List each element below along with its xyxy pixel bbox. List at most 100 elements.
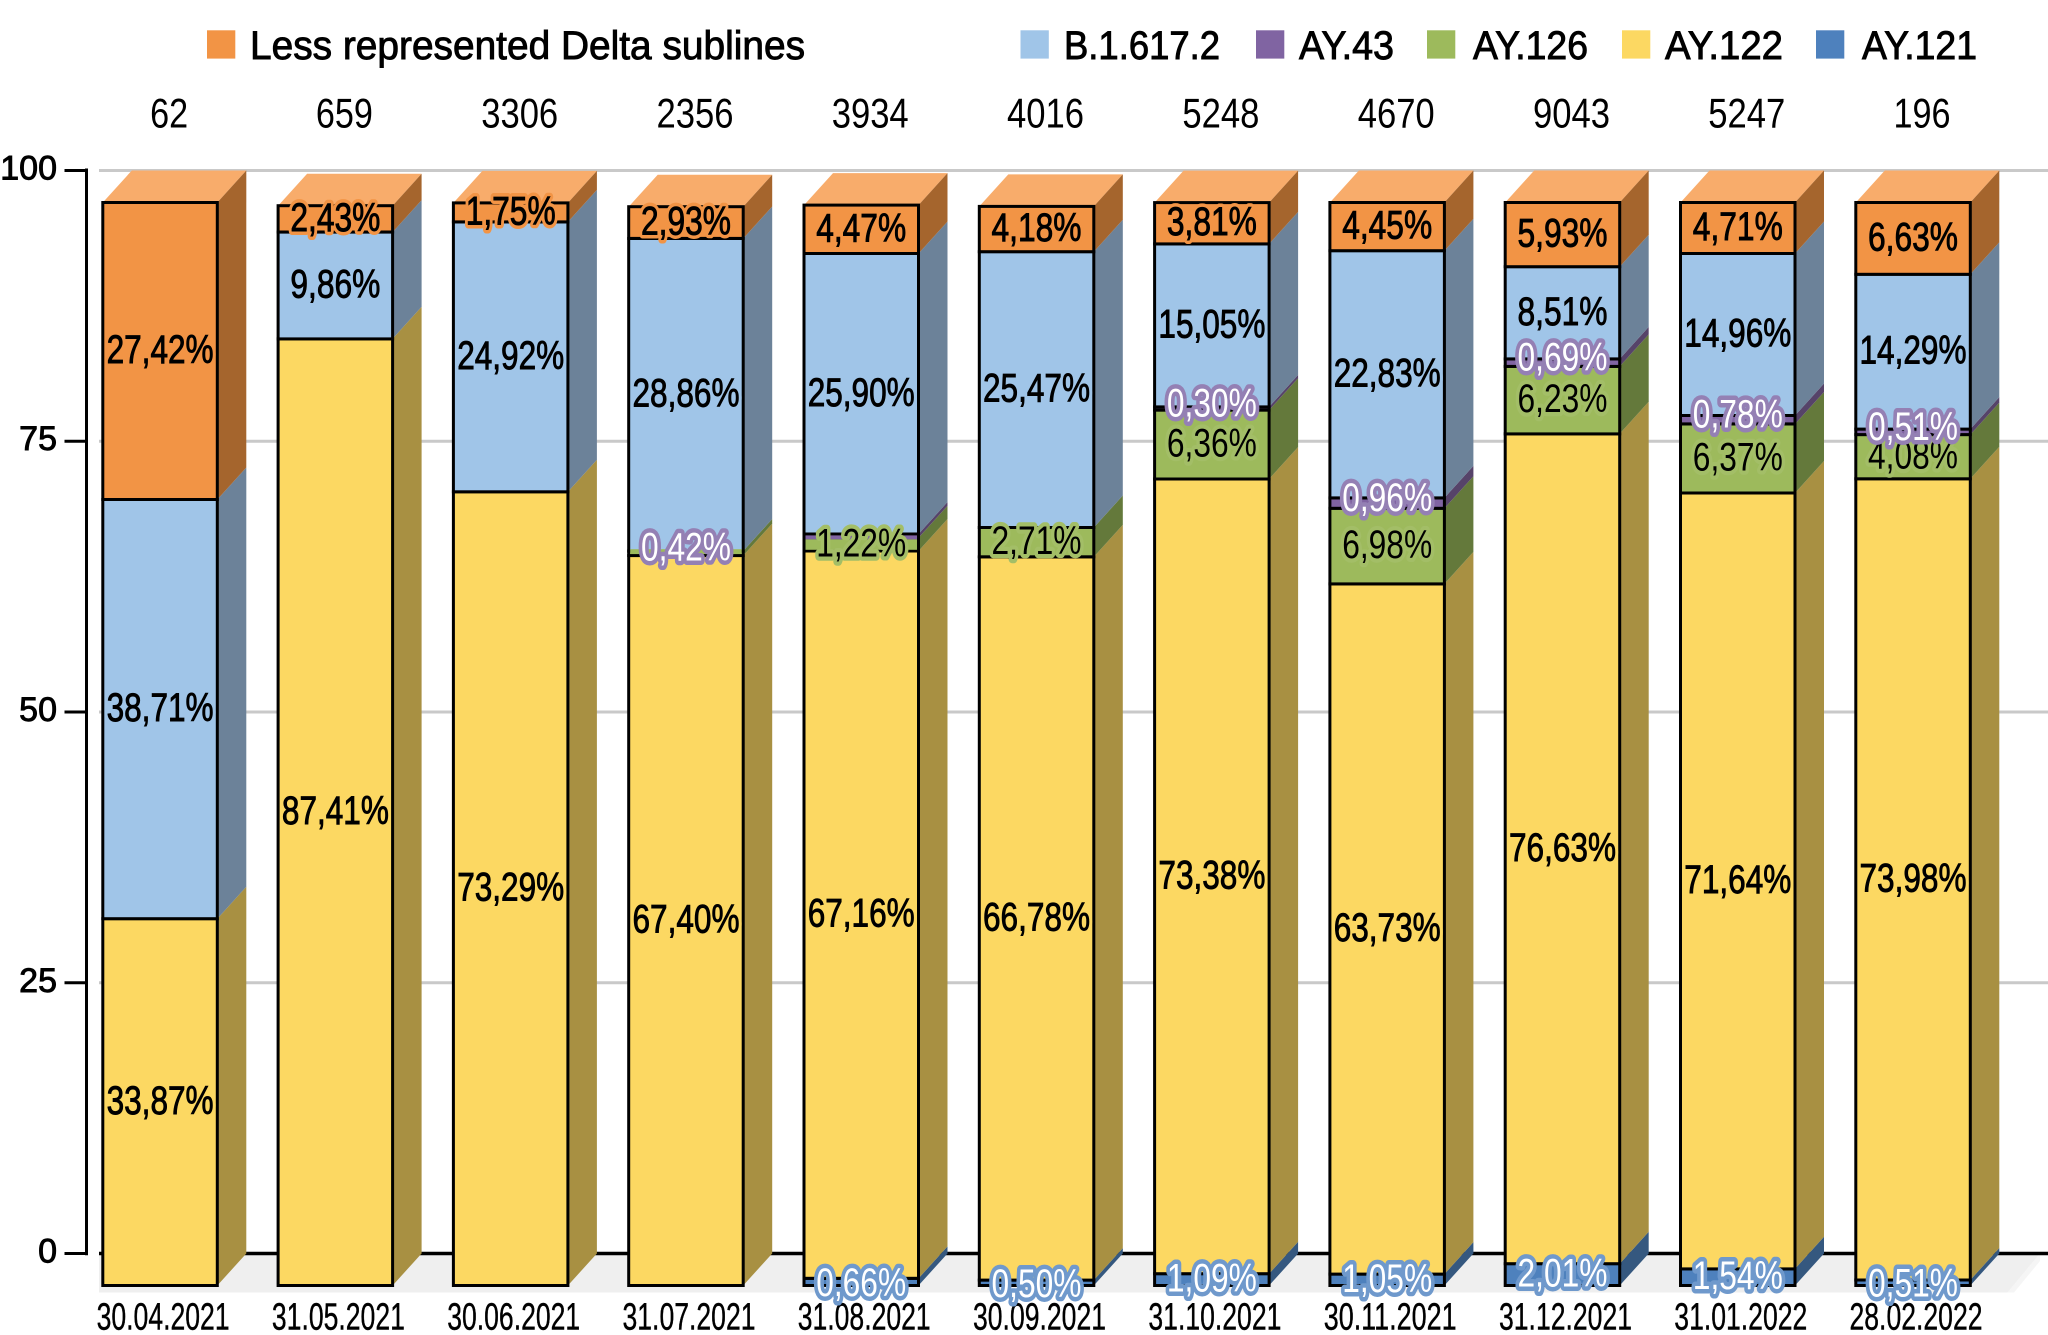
svg-text:25,47%: 25,47% bbox=[983, 367, 1090, 411]
svg-text:15,05%: 15,05% bbox=[1158, 302, 1265, 346]
svg-text:15,05%: 15,05% bbox=[1158, 302, 1265, 346]
svg-text:0,51%: 0,51% bbox=[1868, 405, 1958, 449]
svg-text:30.04.2021: 30.04.2021 bbox=[97, 1296, 230, 1335]
svg-text:4,47%: 4,47% bbox=[816, 206, 906, 250]
svg-text:67,40%: 67,40% bbox=[633, 898, 740, 942]
svg-text:3306: 3306 bbox=[481, 89, 558, 136]
svg-text:73,38%: 73,38% bbox=[1158, 853, 1265, 897]
svg-text:24,92%: 24,92% bbox=[457, 334, 564, 378]
svg-text:27,42%: 27,42% bbox=[107, 328, 214, 372]
svg-text:0,66%: 0,66% bbox=[816, 1261, 906, 1305]
svg-text:25: 25 bbox=[19, 962, 57, 1000]
svg-text:8,51%: 8,51% bbox=[1518, 290, 1608, 334]
svg-text:14,96%: 14,96% bbox=[1684, 312, 1791, 356]
svg-text:76,63%: 76,63% bbox=[1509, 826, 1616, 870]
svg-text:4,45%: 4,45% bbox=[1342, 204, 1432, 248]
svg-text:22,83%: 22,83% bbox=[1334, 351, 1441, 395]
svg-text:3,81%: 3,81% bbox=[1167, 200, 1257, 244]
svg-text:66,78%: 66,78% bbox=[983, 896, 1090, 940]
svg-text:71,64%: 71,64% bbox=[1684, 858, 1791, 902]
svg-text:0,50%: 0,50% bbox=[992, 1262, 1082, 1306]
svg-text:0,42%: 0,42% bbox=[641, 525, 731, 569]
svg-text:87,41%: 87,41% bbox=[282, 789, 389, 833]
svg-text:14,29%: 14,29% bbox=[1860, 329, 1967, 373]
svg-text:4,18%: 4,18% bbox=[992, 206, 1082, 250]
svg-text:87,41%: 87,41% bbox=[282, 789, 389, 833]
svg-text:50: 50 bbox=[19, 691, 57, 729]
svg-text:38,71%: 38,71% bbox=[107, 686, 214, 730]
svg-text:0,78%: 0,78% bbox=[1693, 393, 1783, 437]
svg-text:AY.122: AY.122 bbox=[1665, 24, 1783, 68]
svg-text:1,54%: 1,54% bbox=[1693, 1254, 1783, 1298]
svg-text:0: 0 bbox=[38, 1233, 57, 1271]
svg-text:AY.43: AY.43 bbox=[1299, 24, 1394, 68]
svg-text:6,63%: 6,63% bbox=[1868, 215, 1958, 259]
svg-text:6,23%: 6,23% bbox=[1518, 377, 1608, 421]
svg-text:4,45%: 4,45% bbox=[1342, 204, 1432, 248]
svg-text:67,16%: 67,16% bbox=[808, 892, 915, 936]
svg-text:67,16%: 67,16% bbox=[808, 892, 915, 936]
svg-text:AY.126: AY.126 bbox=[1473, 24, 1588, 68]
svg-text:2,71%: 2,71% bbox=[992, 519, 1082, 563]
svg-text:6,36%: 6,36% bbox=[1167, 422, 1257, 466]
svg-text:1,22%: 1,22% bbox=[816, 521, 906, 565]
svg-text:30.06.2021: 30.06.2021 bbox=[447, 1296, 580, 1335]
svg-text:5,93%: 5,93% bbox=[1518, 212, 1608, 256]
svg-text:14,29%: 14,29% bbox=[1860, 329, 1967, 373]
svg-text:1,05%: 1,05% bbox=[1342, 1257, 1432, 1301]
svg-text:9043: 9043 bbox=[1533, 89, 1610, 136]
svg-text:5,93%: 5,93% bbox=[1518, 212, 1608, 256]
svg-text:71,64%: 71,64% bbox=[1684, 858, 1791, 902]
svg-text:1,75%: 1,75% bbox=[466, 189, 556, 233]
svg-text:5247: 5247 bbox=[1708, 89, 1785, 136]
svg-text:4,08%: 4,08% bbox=[1868, 434, 1958, 478]
svg-text:31.07.2021: 31.07.2021 bbox=[623, 1296, 756, 1335]
svg-text:25,90%: 25,90% bbox=[808, 371, 915, 415]
svg-text:B.1.617.2: B.1.617.2 bbox=[1064, 24, 1220, 68]
svg-text:66,78%: 66,78% bbox=[983, 896, 1090, 940]
svg-text:31.10.2021: 31.10.2021 bbox=[1148, 1296, 1281, 1335]
svg-text:22,83%: 22,83% bbox=[1334, 351, 1441, 395]
svg-text:3934: 3934 bbox=[832, 89, 909, 136]
svg-text:2,43%: 2,43% bbox=[290, 196, 380, 240]
svg-text:0,69%: 0,69% bbox=[1518, 336, 1608, 380]
svg-text:75: 75 bbox=[19, 420, 57, 458]
svg-text:0,30%: 0,30% bbox=[1167, 382, 1257, 426]
svg-text:25,47%: 25,47% bbox=[983, 367, 1090, 411]
svg-text:27,42%: 27,42% bbox=[107, 328, 214, 372]
svg-text:0,51%: 0,51% bbox=[1868, 1262, 1958, 1306]
svg-text:67,40%: 67,40% bbox=[633, 898, 740, 942]
svg-text:25,90%: 25,90% bbox=[808, 371, 915, 415]
svg-text:6,98%: 6,98% bbox=[1342, 523, 1432, 567]
svg-text:1,75%: 1,75% bbox=[466, 189, 556, 233]
svg-text:9,86%: 9,86% bbox=[290, 263, 380, 307]
svg-text:28.02.2022: 28.02.2022 bbox=[1850, 1296, 1983, 1335]
svg-text:31.12.2021: 31.12.2021 bbox=[1499, 1296, 1632, 1335]
svg-text:6,63%: 6,63% bbox=[1868, 215, 1958, 259]
svg-text:31.05.2021: 31.05.2021 bbox=[272, 1296, 405, 1335]
svg-text:24,92%: 24,92% bbox=[457, 334, 564, 378]
svg-text:0,96%: 0,96% bbox=[1342, 476, 1432, 520]
svg-text:2356: 2356 bbox=[657, 89, 734, 136]
svg-text:73,29%: 73,29% bbox=[457, 866, 564, 910]
svg-text:30.11.2021: 30.11.2021 bbox=[1324, 1296, 1457, 1335]
svg-text:73,38%: 73,38% bbox=[1158, 853, 1265, 897]
svg-text:5248: 5248 bbox=[1182, 89, 1259, 136]
svg-text:100: 100 bbox=[0, 150, 57, 188]
svg-text:76,63%: 76,63% bbox=[1509, 826, 1616, 870]
svg-text:659: 659 bbox=[316, 89, 373, 136]
svg-text:73,29%: 73,29% bbox=[457, 866, 564, 910]
svg-text:Less represented Delta subline: Less represented Delta sublines bbox=[250, 24, 805, 68]
svg-text:2,01%: 2,01% bbox=[1518, 1252, 1608, 1296]
svg-text:33,87%: 33,87% bbox=[107, 1079, 214, 1123]
svg-text:73,98%: 73,98% bbox=[1860, 856, 1967, 900]
svg-text:2,93%: 2,93% bbox=[641, 200, 731, 244]
svg-text:63,73%: 63,73% bbox=[1334, 906, 1441, 950]
svg-text:AY.121: AY.121 bbox=[1862, 24, 1977, 68]
svg-text:8,51%: 8,51% bbox=[1518, 290, 1608, 334]
svg-text:196: 196 bbox=[1894, 89, 1951, 136]
svg-text:31.08.2021: 31.08.2021 bbox=[798, 1296, 931, 1335]
svg-text:14,96%: 14,96% bbox=[1684, 312, 1791, 356]
svg-text:3,81%: 3,81% bbox=[1167, 200, 1257, 244]
svg-text:4,71%: 4,71% bbox=[1693, 205, 1783, 249]
